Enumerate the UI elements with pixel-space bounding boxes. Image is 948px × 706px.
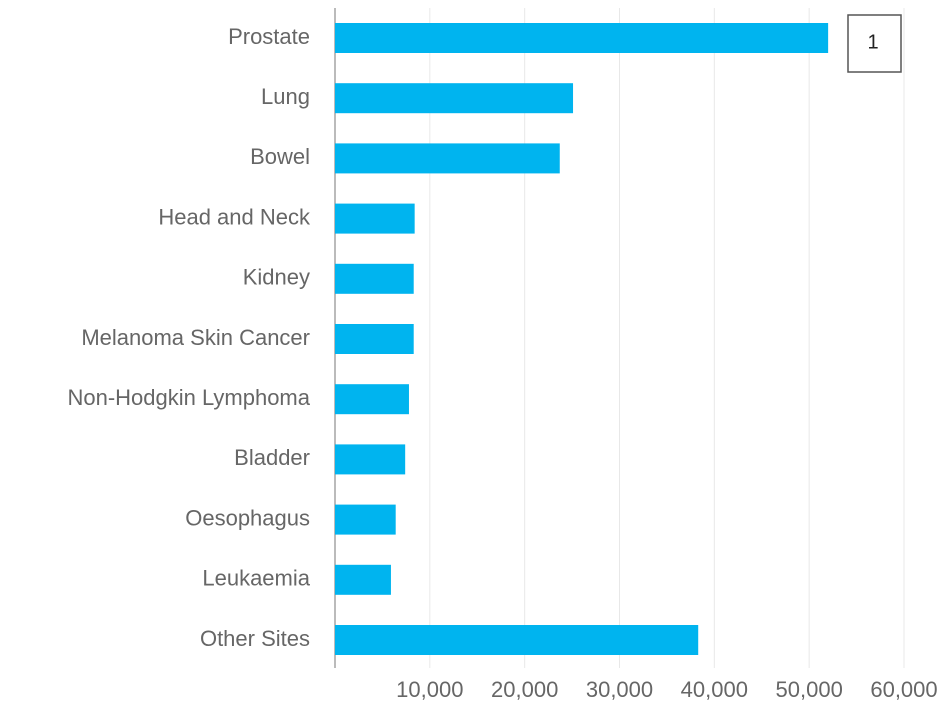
x-tick-label: 10,000 (396, 677, 463, 702)
y-tick-label: Prostate (228, 24, 310, 49)
x-tick-label: 20,000 (491, 677, 558, 702)
x-tick-label: 40,000 (681, 677, 748, 702)
y-tick-label: Other Sites (200, 626, 310, 651)
bar (335, 143, 560, 174)
grid (429, 8, 905, 668)
y-tick-label: Bladder (234, 445, 310, 470)
bar (335, 504, 396, 535)
y-tick-label: Head and Neck (158, 204, 311, 229)
y-tick-label: Leukaemia (202, 566, 310, 591)
x-tick-label: 30,000 (586, 677, 653, 702)
bar (335, 564, 391, 595)
bar (335, 203, 415, 234)
x-tick-label: 50,000 (776, 677, 843, 702)
bar (335, 324, 414, 354)
annotation: 1 (867, 31, 878, 53)
y-tick-label: Non-Hodgkin Lymphoma (67, 385, 310, 410)
annotation-box (847, 14, 902, 73)
x-tick-label: 60,000 (870, 677, 937, 702)
bar (335, 83, 574, 114)
y-tick-label: Lung (261, 84, 310, 109)
bar (335, 263, 414, 294)
y-tick-label: Oesophagus (185, 505, 310, 530)
bar (335, 384, 409, 415)
bar (335, 23, 829, 53)
y-tick-label: Kidney (243, 265, 310, 290)
bar (335, 444, 406, 475)
y-tick-label: Melanoma Skin Cancer (81, 325, 310, 350)
bar (335, 625, 699, 655)
y-tick-label: Bowel (250, 144, 310, 169)
